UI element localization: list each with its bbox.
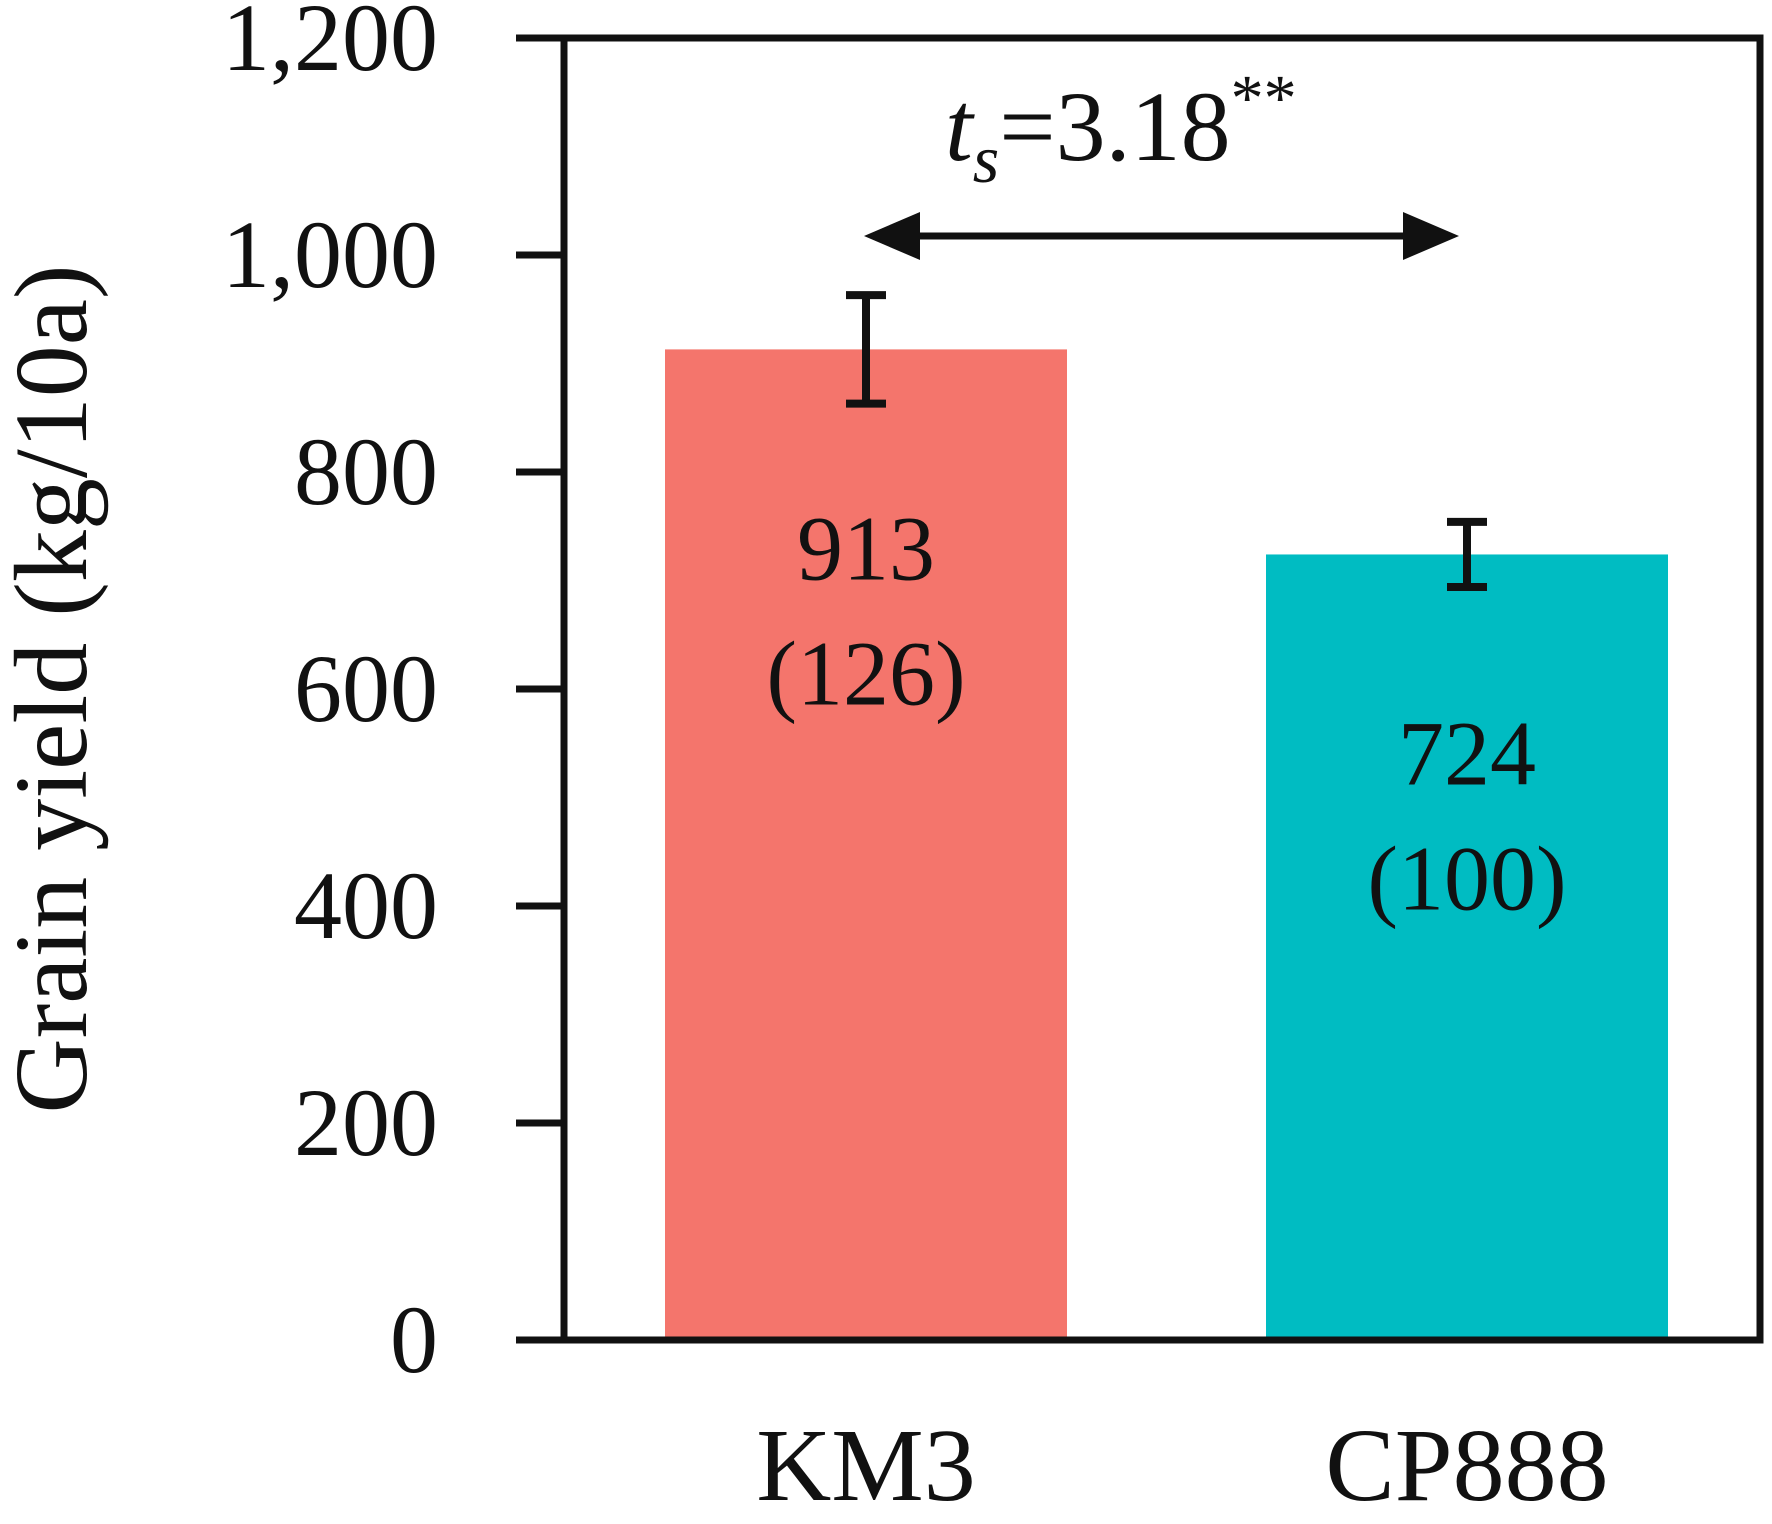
y-tick-label: 0 bbox=[390, 1286, 438, 1393]
t-symbol: t bbox=[945, 71, 975, 182]
y-tick-label: 800 bbox=[294, 418, 438, 525]
bar-km3 bbox=[665, 349, 1067, 1340]
y-tick-label: 200 bbox=[294, 1069, 438, 1176]
y-tick-label: 600 bbox=[294, 635, 438, 742]
y-axis-title: Grain yield (kg/10a) bbox=[0, 264, 109, 1113]
bars-layer bbox=[665, 349, 1668, 1340]
error-bars-layer bbox=[846, 291, 1487, 592]
y-tick-label: 1,200 bbox=[222, 0, 438, 91]
y-tick-label: 400 bbox=[294, 852, 438, 959]
bar-value-labels: 913 (126) 724 (100) bbox=[766, 497, 1566, 929]
bar-relative-label: (100) bbox=[1367, 827, 1566, 929]
significance-marker: ** bbox=[1231, 62, 1297, 135]
bar-value-label: 724 bbox=[1398, 702, 1536, 804]
y-axis-tick-labels: 0 200 400 600 800 1,000 1,200 bbox=[222, 0, 438, 1393]
t-value: =3.18 bbox=[999, 71, 1230, 182]
t-statistic-label: ts=3.18** bbox=[945, 62, 1297, 197]
comparison-arrow bbox=[864, 212, 1459, 260]
category-label-km3: KM3 bbox=[756, 1408, 976, 1523]
category-label-cp888: CP888 bbox=[1325, 1408, 1608, 1523]
bar-value-label: 913 bbox=[797, 497, 935, 599]
y-tick-label: 1,000 bbox=[222, 201, 438, 308]
category-labels: KM3 CP888 bbox=[756, 1408, 1608, 1523]
bar-cp888 bbox=[1266, 554, 1668, 1340]
y-axis-ticks bbox=[516, 34, 564, 1344]
comparison-arrow-right-head bbox=[1403, 212, 1459, 260]
bar-relative-label: (126) bbox=[766, 622, 965, 724]
t-subscript: s bbox=[973, 121, 999, 197]
comparison-arrow-left-head bbox=[864, 212, 920, 260]
